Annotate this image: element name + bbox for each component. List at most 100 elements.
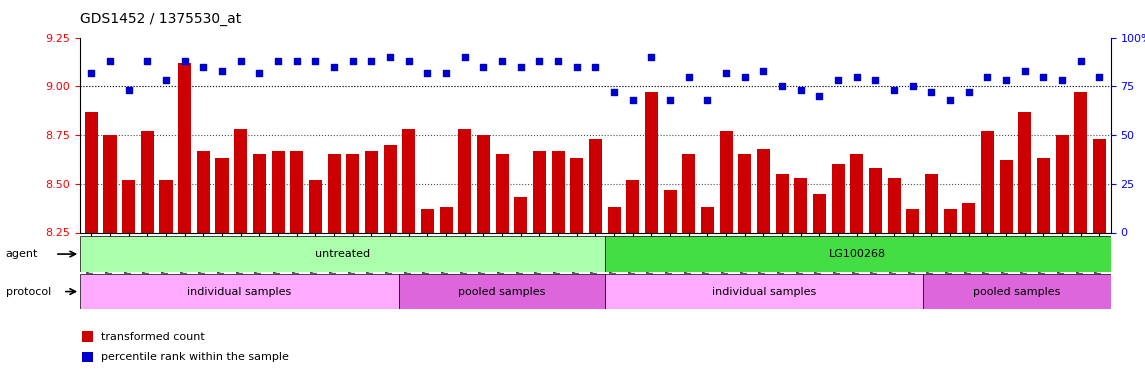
Text: pooled samples: pooled samples [458,286,545,297]
Point [362,58,380,64]
Bar [831,164,845,232]
Point [922,89,940,95]
Point [456,54,474,60]
Bar [1000,160,1012,232]
Bar [962,203,976,232]
Bar [906,209,919,232]
Point [960,89,978,95]
Point [903,83,922,89]
Bar [1037,158,1050,232]
Bar [1056,135,1068,232]
Bar [701,207,714,232]
Point [997,77,1016,83]
Point [605,89,623,95]
Point [344,58,362,64]
Point [213,68,231,74]
FancyBboxPatch shape [80,236,605,272]
Point [418,70,436,76]
Point [847,74,866,80]
Bar [197,151,210,232]
Point [717,70,735,76]
Bar [402,129,416,232]
Bar [123,180,135,232]
Point [287,58,306,64]
Bar [85,112,97,232]
Bar [589,139,602,232]
Bar [440,207,452,232]
Point [735,74,753,80]
Point [773,83,791,89]
FancyBboxPatch shape [605,236,1111,272]
Point [1072,58,1090,64]
Bar [496,154,508,232]
Bar [327,154,340,232]
Text: agent: agent [6,249,38,259]
Point [306,58,324,64]
Text: individual samples: individual samples [188,286,292,297]
Bar [141,131,153,232]
FancyBboxPatch shape [80,274,398,309]
Bar [925,174,938,232]
Bar [179,63,191,232]
Point [1090,74,1108,80]
Bar [887,178,901,232]
Bar [384,145,396,232]
Point [325,64,343,70]
Bar [81,352,93,362]
Bar [645,92,658,232]
Bar [253,154,266,232]
Bar [81,332,93,342]
Bar [682,154,695,232]
Point [530,58,548,64]
Bar [813,194,826,232]
Point [195,64,213,70]
Bar [943,209,956,232]
Point [941,97,960,103]
Bar [532,151,546,232]
Bar [795,178,807,232]
Bar [626,180,639,232]
Point [624,97,642,103]
Bar [476,135,490,232]
Bar [309,180,322,232]
Point [1034,74,1052,80]
Point [586,64,605,70]
Bar [458,129,472,232]
Point [231,58,250,64]
Bar [664,190,677,232]
Text: LG100268: LG100268 [829,249,886,259]
Bar [739,154,751,232]
FancyBboxPatch shape [923,274,1111,309]
Point [755,68,773,74]
Point [492,58,511,64]
Text: GDS1452 / 1375530_at: GDS1452 / 1375530_at [80,12,242,26]
Bar [570,158,583,232]
Point [680,74,698,80]
Point [1016,68,1034,74]
Bar [608,207,621,232]
Point [474,64,492,70]
Point [82,70,101,76]
Point [661,97,679,103]
Bar [159,180,173,232]
Text: protocol: protocol [6,286,52,297]
Bar [346,154,360,232]
Point [175,58,194,64]
Point [885,87,903,93]
Text: transformed count: transformed count [101,332,205,342]
Bar [851,154,863,232]
Point [269,58,287,64]
Bar [775,174,789,232]
Bar [1018,112,1032,232]
Text: individual samples: individual samples [712,286,816,297]
Bar [514,197,527,232]
Point [1053,77,1072,83]
Bar [552,151,564,232]
Point [139,58,157,64]
Point [791,87,810,93]
Point [381,54,400,60]
Bar [981,131,994,232]
Bar [290,151,303,232]
Point [400,58,418,64]
Point [101,58,119,64]
